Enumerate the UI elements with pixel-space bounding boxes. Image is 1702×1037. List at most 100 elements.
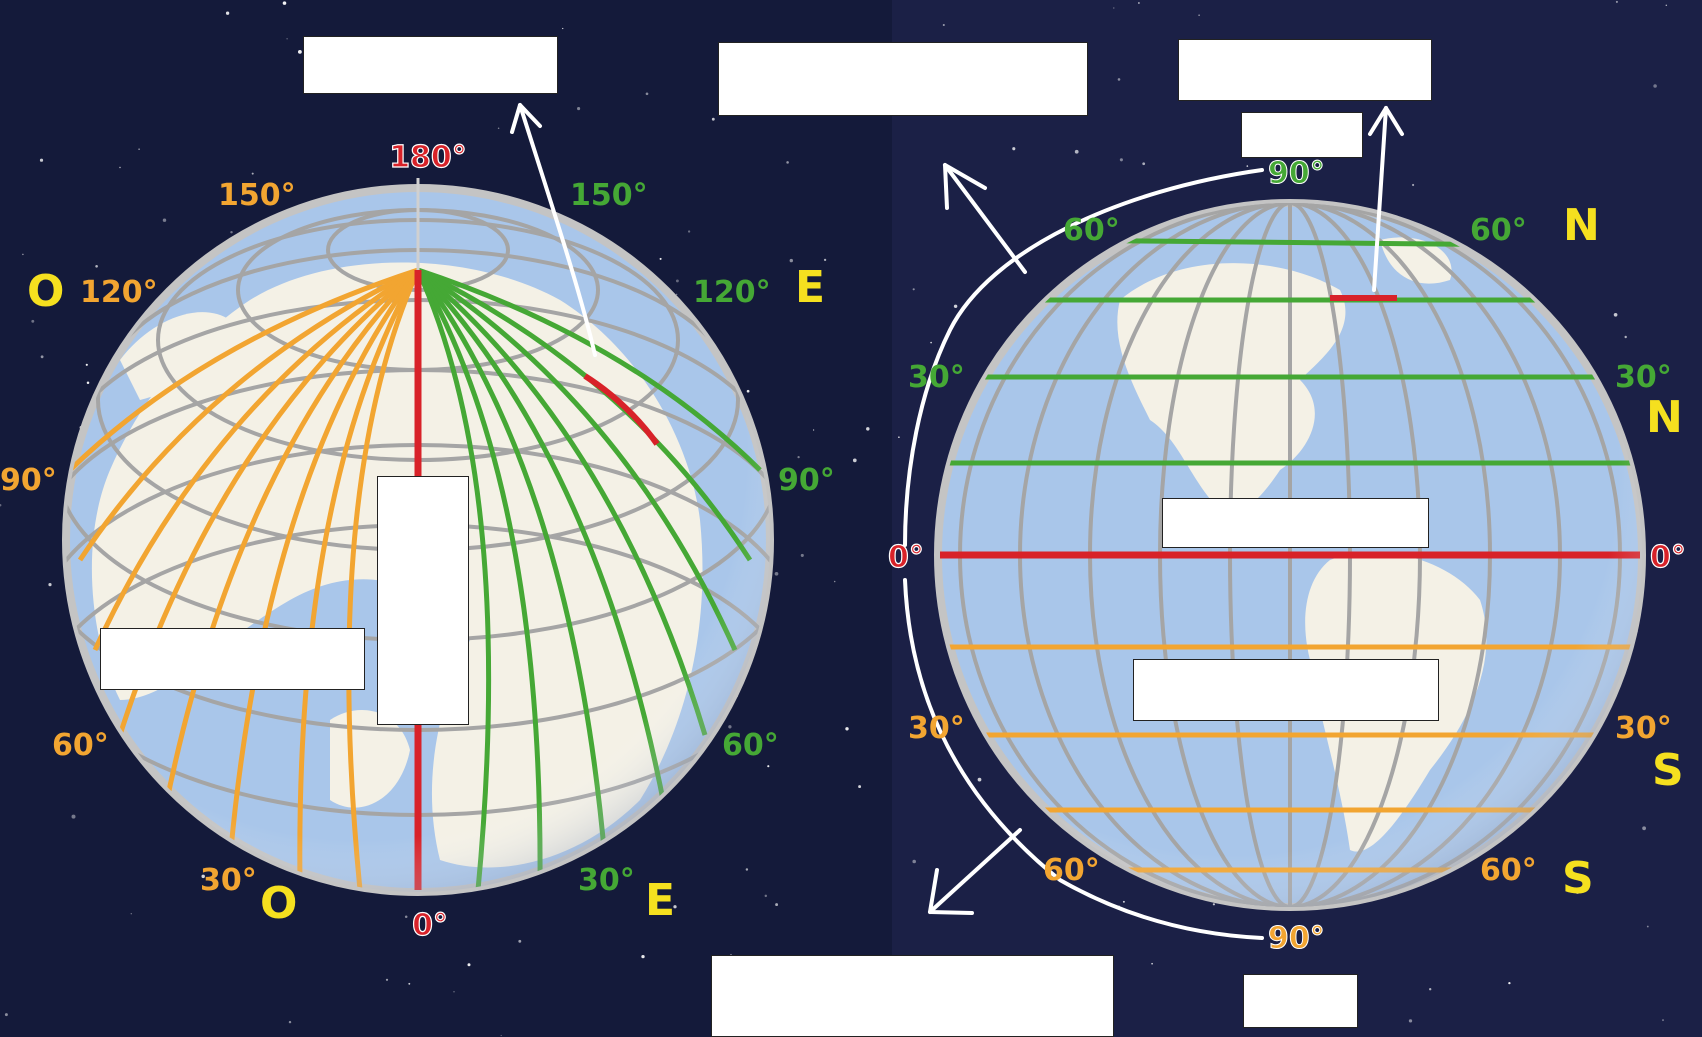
- left-globe-red-arc: [583, 373, 660, 446]
- star: [676, 293, 678, 295]
- south-pole-label-90: 90°: [1268, 921, 1325, 956]
- equator-label-right: 0°: [1650, 540, 1686, 575]
- star: [251, 172, 254, 175]
- answer-box-left-globe-vertical[interactable]: [377, 476, 469, 725]
- star: [852, 458, 857, 463]
- north-label-30-left: 30°: [908, 360, 965, 395]
- arc-north-latitude: [903, 168, 1264, 547]
- star: [138, 148, 140, 151]
- west-label-90: 90°: [0, 463, 57, 498]
- star: [800, 553, 804, 557]
- star: [1662, 1019, 1664, 1022]
- answer-box-top-right[interactable]: [1178, 39, 1432, 101]
- star: [675, 279, 679, 283]
- right-globe-parallels: [934, 199, 1646, 911]
- star: [858, 785, 862, 789]
- left-globe-labels: 180° 0° 150° 120° 90° 60° 30° 150° 120° …: [0, 139, 835, 943]
- star: [866, 427, 870, 431]
- south-letter-middle: S: [1652, 745, 1684, 796]
- star: [1429, 988, 1432, 991]
- west-label-60: 60°: [52, 728, 109, 763]
- star: [119, 166, 121, 169]
- arrows: [510, 103, 1404, 940]
- star: [942, 23, 945, 27]
- east-label-150: 150°: [570, 178, 648, 213]
- star: [833, 580, 836, 583]
- north-label-30-right: 30°: [1615, 360, 1672, 395]
- star: [953, 304, 958, 309]
- star: [1151, 962, 1153, 965]
- north-letter-top: N: [1563, 200, 1600, 251]
- east-label-30: 30°: [578, 863, 635, 898]
- star: [1646, 925, 1649, 928]
- east-letter-bottom: E: [645, 875, 675, 926]
- answer-box-right-globe-upper[interactable]: [1162, 498, 1429, 548]
- star: [1142, 162, 1146, 166]
- south-label-30-left: 30°: [908, 711, 965, 746]
- west-label-30: 30°: [200, 863, 257, 898]
- star: [71, 814, 76, 819]
- star: [767, 765, 770, 768]
- star: [497, 127, 500, 129]
- star: [162, 218, 167, 222]
- star: [1412, 183, 1415, 187]
- star: [1117, 78, 1121, 81]
- star: [500, 1034, 502, 1037]
- answer-box-top-left[interactable]: [303, 36, 558, 94]
- star: [786, 161, 789, 164]
- arrow-north-arc-to-top-box: [943, 163, 1027, 274]
- star: [912, 288, 915, 291]
- star: [746, 389, 750, 393]
- north-letter-middle: N: [1646, 392, 1683, 443]
- left-label-0: 0°: [412, 908, 448, 943]
- answer-box-top-right-small[interactable]: [1241, 112, 1363, 158]
- star: [745, 868, 749, 871]
- star: [201, 874, 205, 879]
- star: [1665, 4, 1668, 7]
- star: [230, 230, 233, 234]
- star: [1074, 149, 1079, 154]
- star: [1212, 903, 1215, 906]
- answer-box-bottom-right-small[interactable]: [1243, 974, 1358, 1028]
- star: [404, 915, 408, 919]
- east-label-90: 90°: [778, 463, 835, 498]
- left-label-180: 180°: [389, 140, 467, 175]
- star: [797, 455, 800, 459]
- star: [1122, 900, 1125, 903]
- east-letter-top: E: [795, 262, 825, 313]
- star: [577, 107, 581, 111]
- star: [130, 912, 133, 915]
- star: [286, 38, 288, 40]
- star: [977, 777, 982, 782]
- star: [659, 257, 662, 260]
- arrow-left-globe-to-top-box: [518, 103, 597, 357]
- star: [641, 954, 645, 959]
- west-letter-top: O: [27, 266, 64, 317]
- star: [48, 583, 52, 587]
- star: [1575, 890, 1580, 894]
- star: [0, 503, 2, 507]
- star: [1653, 84, 1657, 88]
- star: [1624, 335, 1627, 339]
- east-label-120: 120°: [693, 275, 771, 310]
- answer-box-right-globe-lower[interactable]: [1133, 659, 1439, 721]
- star: [1615, 0, 1618, 3]
- south-label-60-left: 60°: [1043, 853, 1100, 888]
- star: [1246, 165, 1249, 167]
- star: [1119, 158, 1123, 162]
- star: [789, 258, 793, 263]
- star: [385, 978, 389, 981]
- south-label-30-right: 30°: [1615, 711, 1672, 746]
- star: [40, 355, 44, 359]
- star: [774, 571, 779, 576]
- star: [812, 429, 815, 431]
- star: [22, 253, 24, 256]
- answer-box-left-globe-horizontal[interactable]: [100, 628, 365, 690]
- star: [764, 894, 768, 898]
- answer-box-top-center[interactable]: [718, 42, 1088, 116]
- answer-box-bottom-center[interactable]: [711, 955, 1114, 1037]
- star: [39, 158, 44, 162]
- east-label-60: 60°: [722, 728, 779, 763]
- star: [1012, 147, 1016, 151]
